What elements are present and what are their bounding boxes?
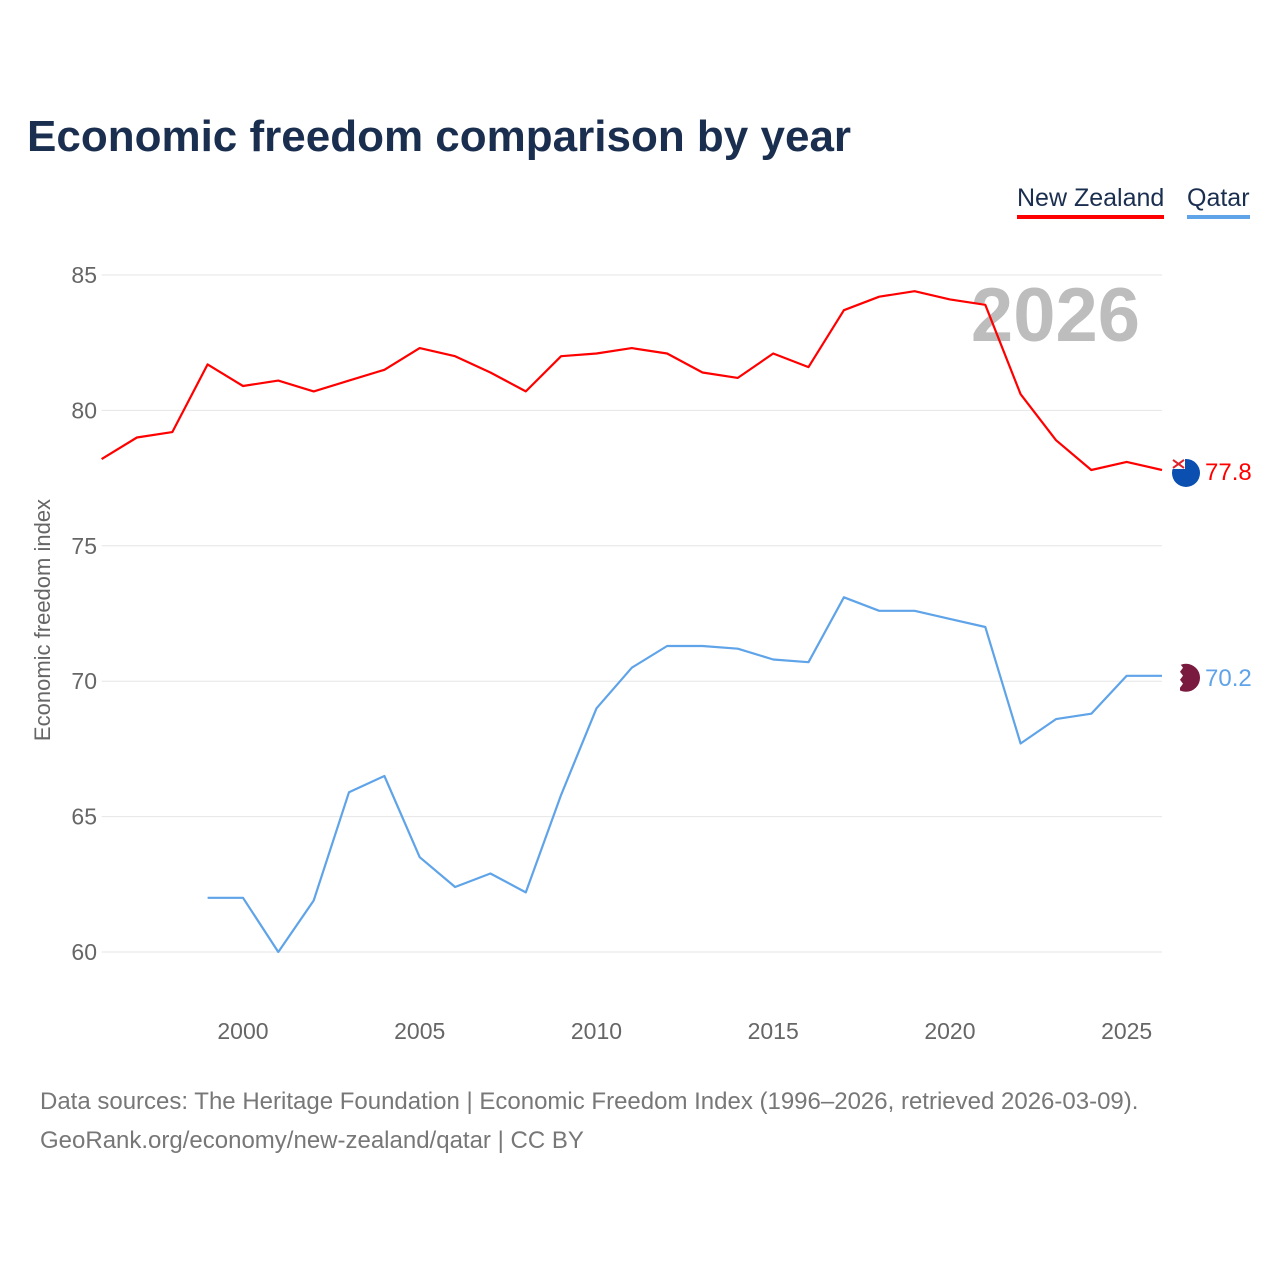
data-point — [1124, 459, 1130, 465]
y-tick-label: 75 — [71, 533, 97, 559]
data-point — [1018, 740, 1024, 746]
data-point — [523, 889, 529, 895]
series-line-qatar — [207, 596, 1162, 954]
y-tick-label: 65 — [71, 804, 97, 830]
data-point — [912, 608, 918, 614]
data-point — [487, 870, 493, 876]
data-point — [1159, 673, 1165, 679]
data-point — [912, 288, 918, 294]
data-point — [770, 351, 776, 357]
data-point — [487, 369, 493, 375]
data-point — [1088, 467, 1094, 473]
data-point — [417, 854, 423, 860]
y-tick-label: 85 — [71, 262, 97, 288]
series-line-new-zealand — [101, 290, 1163, 472]
data-point — [205, 895, 211, 901]
data-point — [275, 378, 281, 384]
data-point — [664, 351, 670, 357]
data-point — [99, 456, 105, 462]
data-point — [876, 294, 882, 300]
x-tick-label: 2000 — [217, 1018, 268, 1044]
data-point — [806, 364, 812, 370]
data-point — [876, 608, 882, 614]
data-point — [1124, 673, 1130, 679]
data-point — [629, 665, 635, 671]
data-point — [558, 353, 564, 359]
data-point — [346, 789, 352, 795]
data-point — [806, 659, 812, 665]
year-watermark: 2026 — [971, 273, 1140, 358]
data-point — [1053, 437, 1059, 443]
data-point — [311, 388, 317, 394]
end-value-label: 70.2 — [1205, 665, 1252, 692]
x-tick-label: 2020 — [924, 1018, 975, 1044]
data-point — [593, 351, 599, 357]
data-point — [735, 646, 741, 652]
y-axis-label: Economic freedom index — [30, 499, 55, 741]
data-point — [381, 367, 387, 373]
data-point — [240, 895, 246, 901]
data-point — [205, 361, 211, 367]
legend-qatar[interactable]: Qatar — [1187, 184, 1250, 219]
data-point — [947, 296, 953, 302]
x-tick-label: 2025 — [1101, 1018, 1152, 1044]
data-point — [841, 307, 847, 313]
data-point — [240, 383, 246, 389]
new-zealand-flag-icon-cross — [1172, 459, 1185, 469]
y-tick-label: 70 — [71, 668, 97, 694]
data-point — [699, 369, 705, 375]
qatar-flag-icon-hoist — [1172, 663, 1183, 692]
data-point — [275, 949, 281, 955]
data-point — [1018, 391, 1024, 397]
data-point — [417, 345, 423, 351]
data-point — [735, 375, 741, 381]
footer-sources: Data sources: The Heritage Foundation | … — [40, 1088, 1139, 1115]
y-tick-label: 80 — [71, 397, 97, 423]
data-point — [947, 616, 953, 622]
data-point — [629, 345, 635, 351]
data-point — [1088, 711, 1094, 717]
chart-title: Economic freedom comparison by year — [27, 112, 852, 161]
y-tick-label: 60 — [71, 939, 97, 965]
data-point — [1159, 467, 1165, 473]
x-tick-label: 2010 — [571, 1018, 622, 1044]
x-tick-label: 2015 — [748, 1018, 799, 1044]
data-point — [1053, 716, 1059, 722]
data-point — [982, 624, 988, 630]
footer-link[interactable]: GeoRank.org/economy/new-zealand/qatar | … — [40, 1127, 584, 1154]
data-point — [381, 773, 387, 779]
data-point — [452, 884, 458, 890]
data-point — [558, 792, 564, 798]
data-point — [452, 353, 458, 359]
data-point — [593, 705, 599, 711]
legend-new-zealand[interactable]: New Zealand — [1017, 184, 1165, 219]
data-point — [699, 643, 705, 649]
data-point — [523, 388, 529, 394]
data-point — [841, 594, 847, 600]
end-value-label: 77.8 — [1205, 459, 1252, 486]
data-point — [134, 434, 140, 440]
data-point — [311, 898, 317, 904]
data-point — [169, 429, 175, 435]
x-tick-label: 2005 — [394, 1018, 445, 1044]
data-point — [346, 378, 352, 384]
data-point — [770, 657, 776, 663]
data-point — [982, 302, 988, 308]
data-point — [664, 643, 670, 649]
